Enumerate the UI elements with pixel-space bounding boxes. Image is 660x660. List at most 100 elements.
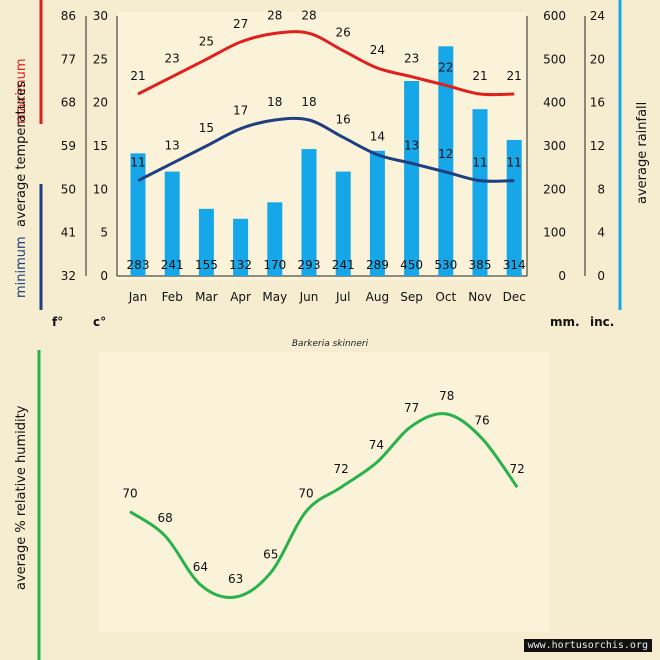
rainfall-label: 314 [503,258,526,272]
min-temp-label: 15 [199,121,214,135]
max-temp-label: 27 [233,17,248,31]
max-temp-label: 23 [404,52,419,66]
inch-unit-label: inc. [590,315,614,329]
min-temp-label: 14 [370,130,385,144]
humidity-plot-area [98,352,550,632]
mm-tick-label: 300 [543,139,566,153]
rainfall-bar [335,171,351,276]
mm-tick-label: 200 [543,182,566,196]
humidity-label: 64 [193,560,208,574]
rainfall-bar [198,208,214,276]
month-tick-label: Aug [366,290,389,304]
average-temperatures-label: average temperatures [14,81,29,227]
temperature-lines [137,30,515,183]
f-tick-label: 86 [61,9,76,23]
min-temp-label: 16 [336,112,351,126]
humidity-label: 70 [298,487,313,501]
f-tick-label: 68 [61,96,76,110]
inch-tick-label: 12 [590,139,605,153]
axis-ticks: 0 32 5 41 10 50 15 59 20 68 25 77 30 86 0 0 100 4 200 8 300 1… [61,9,605,304]
mm-unit-label: mm. [550,315,580,329]
inch-tick-label: 8 [597,182,605,196]
mm-tick-label: 600 [543,9,566,23]
inch-tick-label: 16 [590,96,605,110]
month-tick-label: Feb [162,290,183,304]
humidity-axis-title: average % relative humidity [14,405,29,590]
mm-tick-label: 100 [543,226,566,240]
month-tick-label: Nov [468,290,491,304]
humidity-label: 72 [334,462,349,476]
humidity-line [129,412,519,599]
humidity-label: 76 [474,413,489,427]
rainfall-bars [130,46,522,277]
top-plot-area [117,12,527,280]
rainfall-label: 241 [161,258,184,272]
rainfall-bar [472,109,488,277]
inch-tick-label: 24 [590,9,605,23]
max-temp-label: 22 [438,60,453,74]
species-title: Barkeria skinneri [292,339,369,349]
rainfall-label: 293 [298,258,321,272]
inch-tick-label: 20 [590,52,605,66]
rainfall-label: 450 [400,258,423,272]
minimum-label: minimum [14,236,29,298]
rainfall-bar [164,171,180,276]
rainfall-bar [233,218,249,276]
rainfall-label: 170 [263,258,286,272]
f-unit-label: f° [52,315,63,329]
f-tick-label: 50 [61,182,76,196]
humidity-series: 70 68 64 63 65 70 72 74 77 78 76 72 [122,389,525,599]
humidity-label: 68 [158,511,173,525]
max-temp-label: 28 [301,8,316,22]
c-tick-label: 25 [93,52,108,66]
humidity-label: 74 [369,438,384,452]
rainfall-axis-title: average rainfall [635,102,650,204]
c-unit-label: c° [93,315,106,329]
min-temp-label: 11 [472,156,487,170]
min-temp-line [137,116,515,183]
min-temp-label: 11 [130,156,145,170]
mm-tick-label: 0 [558,269,566,283]
rainfall-bar [506,139,522,276]
month-tick-label: May [262,290,287,304]
humidity-label: 63 [228,572,243,586]
rainfall-label: 530 [434,258,457,272]
month-tick-label: Mar [195,290,218,304]
min-temp-label: 12 [438,147,453,161]
max-temp-label: 24 [370,43,385,57]
min-temp-label: 18 [267,95,282,109]
mm-tick-label: 400 [543,96,566,110]
max-temp-label: 26 [336,26,351,40]
min-temp-label: 13 [165,138,180,152]
humidity-label: 77 [404,401,419,415]
f-tick-label: 77 [61,52,76,66]
c-tick-label: 15 [93,139,108,153]
min-temp-label: 18 [301,95,316,109]
month-tick-label: Oct [435,290,456,304]
month-tick-label: Jul [335,290,350,304]
maximum-label: maximum [14,58,29,124]
month-tick-label: Sep [400,290,423,304]
max-temp-label: 23 [165,52,180,66]
humidity-label: 70 [122,487,137,501]
month-tick-label: Jun [299,290,319,304]
rainfall-label: 385 [469,258,492,272]
humidity-label: 78 [439,389,454,403]
c-tick-label: 0 [100,269,108,283]
month-tick-label: Jan [128,290,148,304]
rainfall-label: 241 [332,258,355,272]
rainfall-bar [267,202,283,276]
rainfall-label: 283 [127,258,150,272]
min-temp-label: 11 [507,156,522,170]
rainfall-label: 155 [195,258,218,272]
c-tick-label: 5 [100,226,108,240]
max-temp-label: 25 [199,34,214,48]
f-tick-label: 59 [61,139,76,153]
max-temp-line [137,30,515,97]
f-tick-label: 41 [61,226,76,240]
mm-tick-label: 500 [543,52,566,66]
rainfall-label: 132 [229,258,252,272]
rainfall-bar [301,149,317,276]
max-temp-label: 21 [507,69,522,83]
